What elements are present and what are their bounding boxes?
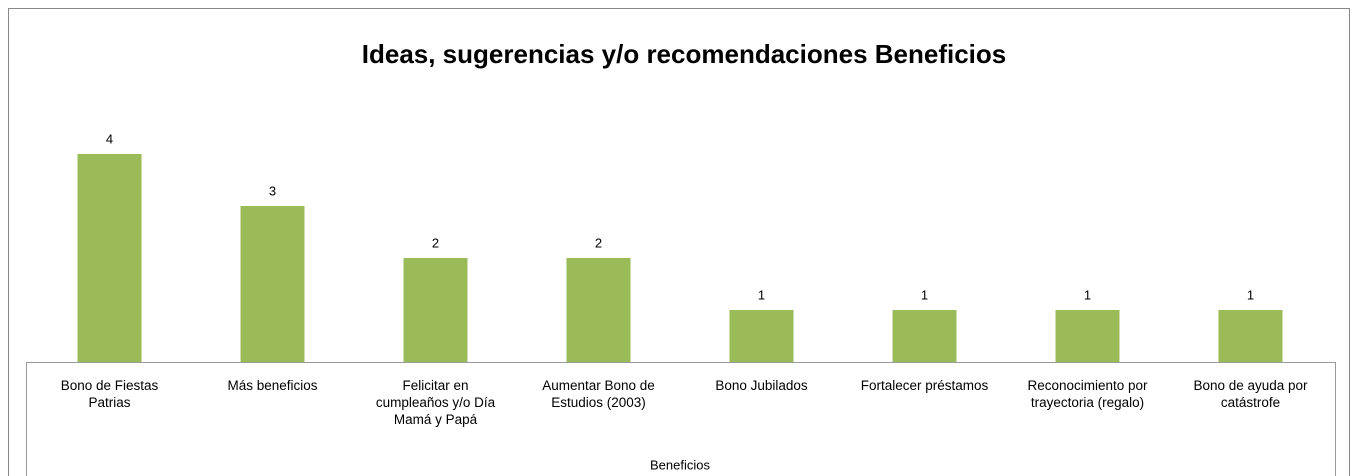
- x-tick-label: Más beneficios: [227, 378, 318, 393]
- x-tick-label: Reconocimiento por trayectoria (regalo): [1027, 378, 1148, 410]
- bar: [1055, 310, 1120, 362]
- bar: [403, 258, 468, 362]
- x-tick-label: Bono de ayuda por catástrofe: [1193, 378, 1308, 410]
- chart-border: [8, 8, 1350, 476]
- chart-title: Ideas, sugerencias y/o recomendaciones B…: [362, 39, 1007, 69]
- bar: [240, 206, 305, 362]
- bar: [1218, 310, 1283, 362]
- data-label: 3: [269, 183, 276, 198]
- bar: [729, 310, 794, 362]
- x-tick-label: Aumentar Bono de Estudios (2003): [542, 378, 655, 410]
- data-label: 1: [758, 287, 765, 302]
- x-tick-label: Bono Jubilados: [715, 378, 808, 393]
- data-label: 4: [106, 131, 113, 146]
- bar: [77, 154, 142, 362]
- data-label: 1: [1084, 287, 1091, 302]
- bar: [566, 258, 631, 362]
- x-axis-title: Beneficios: [650, 457, 710, 472]
- data-label: 2: [595, 235, 602, 250]
- bar: [892, 310, 957, 362]
- category-axis-box: [26, 362, 1336, 476]
- data-label: 2: [432, 235, 439, 250]
- x-tick-label: Fortalecer préstamos: [860, 378, 989, 393]
- x-tick-label: Felicitar en cumpleaños y/o Día Mamá y P…: [375, 378, 496, 427]
- data-label: 1: [921, 287, 928, 302]
- data-label: 1: [1247, 287, 1254, 302]
- x-tick-label: Bono de Fiestas Patrias: [60, 378, 159, 410]
